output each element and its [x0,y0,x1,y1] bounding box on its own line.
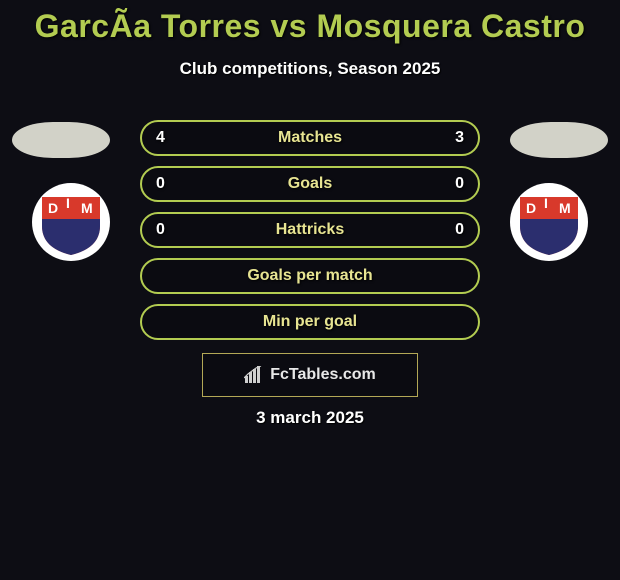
subtitle: Club competitions, Season 2025 [0,59,620,79]
source-logo-text: FcTables.com [270,366,376,384]
svg-text:I: I [66,195,70,211]
player-photo-right [510,122,608,158]
stat-label: Goals [186,175,434,193]
stat-left-value: 0 [156,221,186,239]
stat-label: Matches [186,129,434,147]
stat-label: Min per goal [186,313,434,331]
svg-text:M: M [81,200,93,216]
stats-list: 4 Matches 3 0 Goals 0 0 Hattricks 0 Goal… [140,120,480,350]
stat-row: 4 Matches 3 [140,120,480,156]
stat-right-value: 0 [434,221,464,239]
stat-right-value: 0 [434,175,464,193]
source-logo: FcTables.com [202,353,418,397]
svg-text:D: D [48,200,58,216]
stat-label: Hattricks [186,221,434,239]
page-title: GarcÃ­a Torres vs Mosquera Castro [0,0,620,45]
stat-row: 0 Goals 0 [140,166,480,202]
svg-text:D: D [526,200,536,216]
player-photo-left [12,122,110,158]
stat-left-value: 0 [156,175,186,193]
club-badge-right: D I M [498,182,600,262]
stat-left-value: 4 [156,129,186,147]
club-badge-left: D I M [20,182,122,262]
stat-right-value: 3 [434,129,464,147]
stat-label: Goals per match [186,267,434,285]
bar-chart-icon [244,366,264,384]
svg-text:I: I [544,195,548,211]
date-label: 3 march 2025 [0,408,620,428]
stat-row: 0 Hattricks 0 [140,212,480,248]
stat-row: Goals per match [140,258,480,294]
stat-row: Min per goal [140,304,480,340]
svg-text:M: M [559,200,571,216]
